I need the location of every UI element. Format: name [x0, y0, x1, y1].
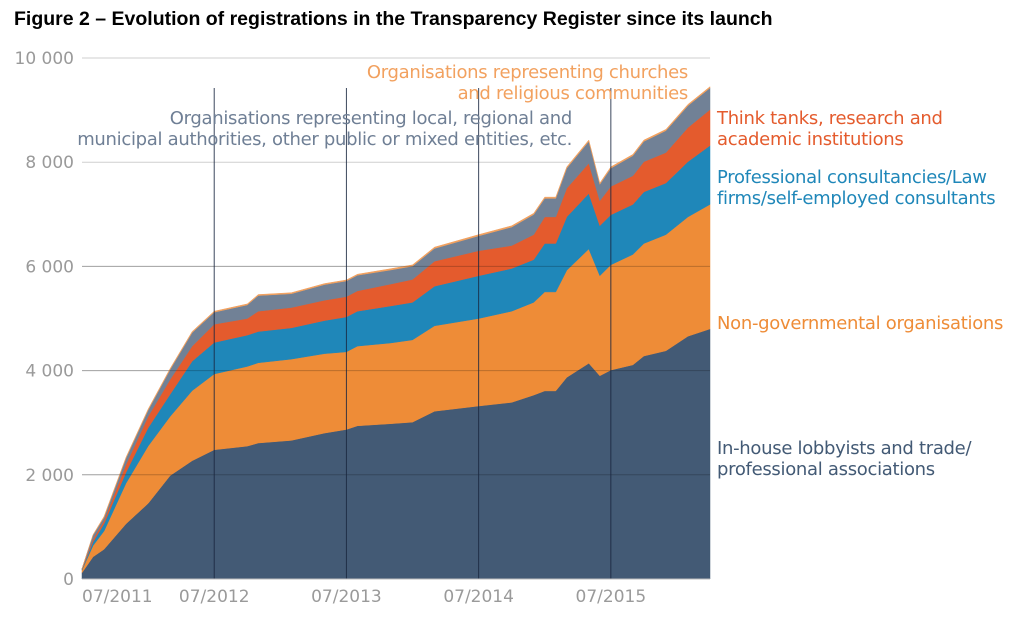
label-line: Organisations representing local, region… [169, 108, 573, 129]
x-tick-label: 07/2015 [576, 587, 647, 607]
label-line: Non-governmental organisations [717, 313, 1004, 334]
label-line: professional associations [717, 459, 935, 480]
label-ngo: Non-governmental organisations [717, 313, 1003, 334]
label-line: In-house lobbyists and trade/ [717, 438, 972, 459]
y-tick-label: 8 000 [25, 153, 74, 173]
y-tick-label: 10 000 [15, 49, 74, 69]
y-tick-label: 6 000 [25, 257, 74, 277]
x-tick-label: 07/2012 [179, 587, 250, 607]
label-line: Professional consultancies/Law [717, 167, 987, 188]
x-tick-label: 07/2014 [443, 587, 514, 607]
label-churches: Organisations representing churches and … [367, 62, 688, 104]
label-consult: Professional consultancies/Law firms/sel… [717, 167, 996, 209]
label-line: Think tanks, research and [717, 108, 943, 129]
y-tick-label: 2 000 [25, 466, 74, 486]
label-line: municipal authorities, other public or m… [77, 129, 572, 150]
label-local: Organisations representing local, region… [77, 108, 572, 150]
y-tick-label: 4 000 [25, 362, 74, 382]
label-line: firms/self-employed consultants [717, 188, 996, 209]
y-tick-label: 0 [63, 570, 74, 590]
label-line: Organisations representing churches [366, 62, 688, 83]
label-line: and religious communities [457, 83, 689, 104]
area-series-5 [81, 86, 711, 569]
label-lobby: In-house lobbyists and trade/ profession… [717, 438, 972, 480]
label-line: academic institutions [717, 129, 904, 150]
x-tick-label: 07/2013 [311, 587, 382, 607]
label-think: Think tanks, research and academic insti… [717, 108, 943, 150]
x-tick-label: 07/2011 [82, 587, 153, 607]
figure-title: Figure 2 – Evolution of registrations in… [14, 8, 773, 30]
